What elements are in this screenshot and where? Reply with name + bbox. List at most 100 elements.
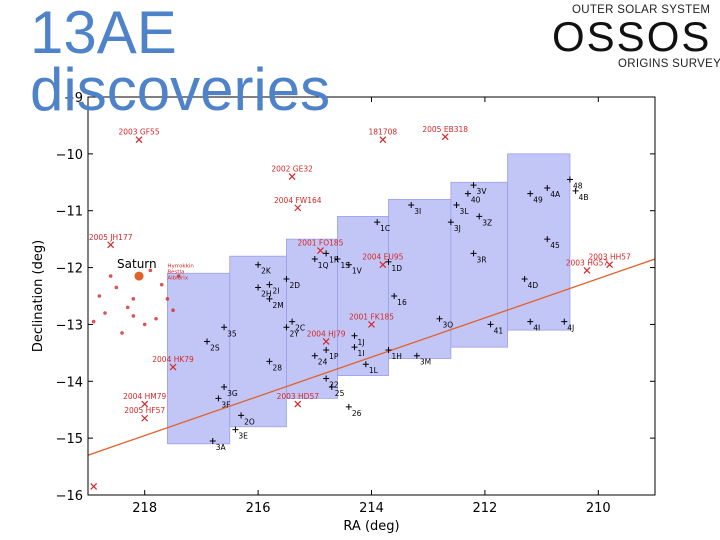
discovery-marker	[487, 321, 494, 328]
known-object-label: 2003 HG57	[566, 258, 609, 267]
survey-field-5	[388, 198, 452, 359]
discovery-label: 41	[494, 326, 504, 335]
known-object-label: 181708	[369, 128, 398, 137]
saturn-moon-point	[176, 274, 181, 278]
discovery-label: 48	[573, 181, 583, 190]
discovery-marker	[204, 338, 211, 345]
discovery-marker	[283, 275, 290, 282]
discovery-marker	[527, 318, 534, 325]
discovery-label: 22	[329, 380, 339, 389]
y-tick-label: −13	[56, 318, 83, 333]
known-object-marker	[379, 136, 387, 144]
discovery-marker	[311, 256, 318, 263]
known-object-marker	[141, 414, 149, 422]
y-tick-label: −10	[56, 148, 83, 163]
logo-wordmark: OSSOS	[552, 13, 712, 60]
discovery-marker	[255, 261, 262, 268]
discovery-marker	[385, 347, 392, 354]
discovery-marker	[311, 352, 318, 359]
discovery-marker	[413, 352, 420, 359]
discovery-marker	[453, 202, 460, 209]
known-object-marker	[107, 241, 115, 249]
y-tick-label: −15	[56, 432, 83, 447]
discovery-marker	[572, 187, 579, 194]
known-object-marker	[135, 136, 143, 144]
known-object-label: 2004 HJ79	[307, 329, 346, 338]
discovery-label: 1V	[352, 267, 363, 276]
known-object-label: 2004 FW164	[274, 196, 322, 205]
known-object-label: 2002 GE32	[271, 165, 313, 174]
discovery-marker	[351, 344, 358, 351]
discovery-marker	[232, 426, 239, 433]
discovery-label: 2H	[261, 289, 271, 298]
discovery-label: 1H	[392, 352, 402, 361]
known-object-marker	[317, 247, 324, 254]
saturn-moon-label: Hyrrokkin	[167, 264, 194, 270]
discovery-label: 1P	[329, 352, 339, 361]
discovery-label: 2I	[272, 287, 279, 296]
known-object-marker	[583, 266, 591, 274]
discovery-label: 28	[272, 363, 282, 372]
discovery-marker	[544, 236, 551, 243]
known-object-label: 2003 HH57	[588, 253, 631, 262]
discovery-marker	[408, 202, 415, 209]
discovery-label: 49	[533, 196, 543, 205]
discovery-marker	[283, 324, 290, 331]
discovery-marker	[289, 318, 296, 325]
known-object-marker	[169, 363, 177, 371]
discovery-label: 1L	[369, 366, 379, 375]
known-object-marker	[368, 321, 375, 328]
discovery-label: 40	[471, 196, 481, 205]
discovery-label: 3I	[414, 207, 421, 216]
y-tick-label: −12	[56, 262, 83, 277]
discovery-label: 16	[397, 298, 407, 307]
discovery-label: 4D	[528, 281, 539, 290]
discovery-marker	[362, 361, 369, 368]
saturn-moon-label: Bestla	[167, 270, 184, 276]
known-object-marker	[379, 261, 387, 269]
x-tick-label: 218	[132, 501, 157, 516]
known-object-label: 2001 FO185	[297, 239, 343, 248]
known-object-label: 2005 JH177	[89, 233, 133, 242]
discovery-label: 1C	[380, 224, 390, 233]
discovery-marker	[323, 250, 330, 257]
discovery-marker	[470, 250, 477, 257]
saturn-marker	[134, 271, 144, 281]
discovery-marker	[323, 375, 330, 382]
discovery-label: 3M	[420, 358, 431, 367]
discovery-marker	[209, 437, 216, 444]
discovery-marker	[374, 219, 381, 226]
known-object-marker	[294, 204, 302, 212]
known-object-marker	[288, 173, 296, 181]
known-object-label: 2001 FK185	[349, 312, 394, 321]
known-object-marker	[441, 133, 449, 141]
discovery-marker	[521, 275, 528, 282]
discovery-label: 3G	[227, 389, 238, 398]
saturn-moon-point	[154, 316, 158, 321]
y-tick-label: −16	[56, 489, 83, 504]
saturn-moon-point	[108, 274, 113, 278]
logo-top-text: OUTER SOLAR SYSTEM	[572, 4, 711, 16]
saturn-moon-point	[97, 294, 102, 298]
known-object-marker	[322, 338, 330, 345]
discovery-label: 25	[335, 389, 345, 398]
survey-field-7	[507, 153, 571, 331]
known-object-marker	[141, 400, 149, 408]
discovery-label: 1Q	[318, 261, 329, 270]
known-object-label: 2005 EB318	[422, 125, 468, 134]
saturn-moon-point	[171, 308, 175, 313]
discovery-marker	[566, 176, 573, 183]
discovery-marker	[345, 403, 352, 410]
discovery-marker	[476, 213, 483, 220]
discovery-marker	[470, 182, 477, 189]
y-tick-label: −11	[56, 205, 83, 220]
saturn-moon-label: Albiorix	[167, 276, 188, 282]
discovery-label: 4J	[567, 324, 574, 333]
discovery-label: 3J	[454, 224, 461, 233]
discovery-label: 26	[352, 409, 362, 418]
discovery-marker	[255, 284, 262, 291]
saturn-moon-point	[131, 297, 136, 301]
discovery-label: 2K	[261, 267, 272, 276]
discovery-label: 2D	[289, 281, 300, 290]
discovery-marker	[385, 258, 392, 265]
